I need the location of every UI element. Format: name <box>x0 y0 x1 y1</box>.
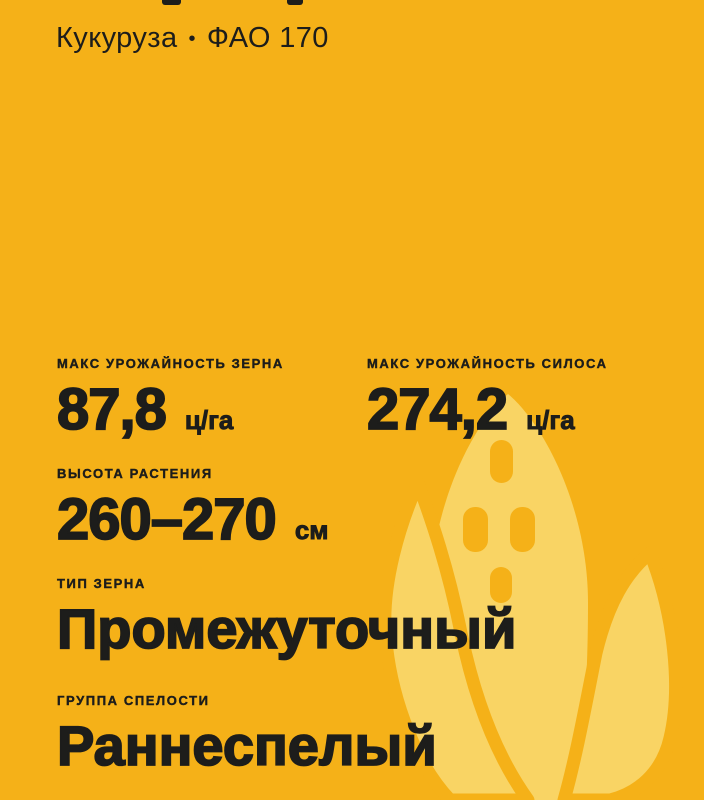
stat-unit: см <box>294 514 329 545</box>
stat-maturity-group: ГРУППА СПЕЛОСТИ Раннеспелый <box>56 693 438 777</box>
corn-kernel <box>490 567 512 603</box>
stat-unit: ц/га <box>184 404 234 435</box>
crop-name: Кукуруза <box>56 22 178 54</box>
stat-value: Промежуточный <box>56 596 517 660</box>
husk-leaf-right-icon <box>557 546 682 800</box>
stat-grain-type: ТИП ЗЕРНА Промежуточный <box>56 576 517 660</box>
corn-kernel <box>463 507 488 552</box>
stat-value: 260–270 <box>56 486 278 552</box>
stat-label: ТИП ЗЕРНА <box>57 576 146 591</box>
stat-plant-height: ВЫСОТА РАСТЕНИЯ 260–270 см <box>56 466 329 552</box>
clipped-title-descender <box>287 0 303 5</box>
stat-max-silage-yield: МАКС УРОЖАЙНОСТЬ СИЛОСА 274,2 ц/га <box>366 356 608 442</box>
stat-value: 274,2 <box>366 376 509 442</box>
product-subtitle: Кукуруза • ФАО 170 <box>56 22 329 55</box>
husk-leaf-left-icon <box>378 476 535 800</box>
corn-icon <box>378 388 704 800</box>
stat-max-grain-yield: МАКС УРОЖАЙНОСТЬ ЗЕРНА 87,8 ц/га <box>56 356 284 442</box>
stat-label: ВЫСОТА РАСТЕНИЯ <box>57 466 213 481</box>
stat-label: ГРУППА СПЕЛОСТИ <box>57 693 210 708</box>
clipped-title-descender <box>162 0 181 5</box>
fao-rating: ФАО 170 <box>206 22 329 54</box>
stat-value: Раннеспелый <box>56 713 438 777</box>
corn-kernel <box>510 507 535 552</box>
corn-kernel <box>490 440 513 483</box>
stat-value: 87,8 <box>56 376 168 442</box>
bullet-separator: • <box>188 28 196 50</box>
stat-label: МАКС УРОЖАЙНОСТЬ СИЛОСА <box>367 356 608 371</box>
stat-unit: ц/га <box>526 404 575 435</box>
stat-label: МАКС УРОЖАЙНОСТЬ ЗЕРНА <box>57 356 284 371</box>
